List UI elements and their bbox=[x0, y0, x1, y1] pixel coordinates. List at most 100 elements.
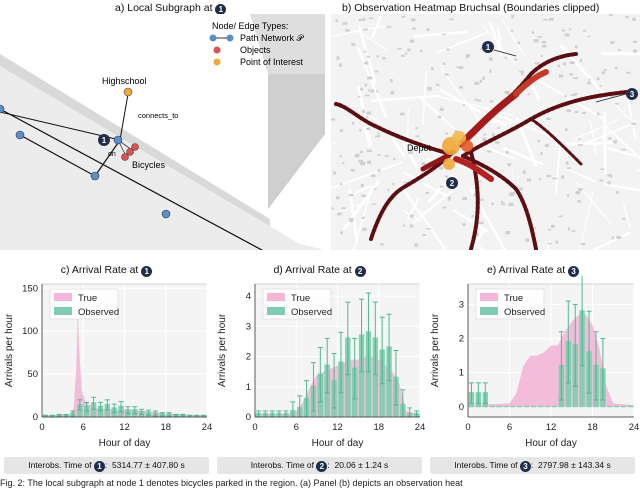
observed-bar bbox=[517, 406, 522, 408]
marker-2-icon: 2 bbox=[316, 461, 327, 472]
legend-true-label: True bbox=[78, 293, 97, 304]
x-tick-label: 24 bbox=[202, 422, 213, 433]
interobs-value: 20.06 ± 1.24 s bbox=[334, 460, 388, 470]
path-node-icon bbox=[114, 136, 122, 144]
marker-3-icon: 3 bbox=[520, 461, 531, 472]
x-tick-label: 12 bbox=[119, 422, 130, 433]
chart-d-title-text: d) Arrival Rate at bbox=[273, 264, 351, 276]
connects-label: connects_to bbox=[138, 111, 178, 120]
x-tick-label: 18 bbox=[373, 422, 384, 433]
arrival-rate-chart-c: 0 6 12 18 24 0 50 100 150 Hour of day Arrivals per… bbox=[0, 276, 213, 454]
x-tick-label: 6 bbox=[294, 422, 299, 433]
highschool-label: Highschool bbox=[102, 76, 147, 86]
panel-b-title-text: b) Observation Heatmap Bruchsal (Boundar… bbox=[342, 2, 599, 14]
y-tick-label: 2 bbox=[459, 334, 464, 345]
observed-bar bbox=[538, 406, 543, 408]
legend-observed-label: Observed bbox=[504, 307, 545, 318]
panel-a-title-text: a) Local Subgraph at bbox=[115, 2, 212, 14]
x-tick-label: 18 bbox=[160, 422, 171, 433]
y-tick-label: 3 bbox=[246, 321, 251, 332]
path-node-icon bbox=[91, 172, 99, 180]
marker-1-icon: 1 bbox=[482, 41, 494, 53]
x-tick-label: 0 bbox=[465, 422, 470, 433]
legend-object-icon bbox=[214, 47, 221, 54]
observed-bar bbox=[552, 406, 557, 408]
x-tick-label: 24 bbox=[629, 422, 640, 433]
legend-observed-label: Observed bbox=[291, 307, 332, 318]
depot-label: Depot bbox=[407, 143, 432, 153]
bicycles-label: Bicycles bbox=[132, 160, 166, 170]
interobs-box-3: Interobs. Time of 3: 2797.98 ± 143.34 s bbox=[430, 457, 635, 474]
marker-3-icon: 3 bbox=[626, 88, 638, 100]
interobs-box-2: Interobs. Time of 2: 20.06 ± 1.24 s bbox=[217, 457, 422, 474]
path-node-icon bbox=[162, 210, 170, 218]
y-tick-label: 50 bbox=[27, 369, 38, 380]
y-tick-label: 3 bbox=[459, 299, 464, 310]
observed-bar bbox=[524, 406, 529, 408]
interobs-box-1: Interobs. Time of 1: 5314.77 ± 407.80 s bbox=[4, 457, 209, 474]
x-axis-label: Hour of day bbox=[99, 438, 151, 449]
x-tick-label: 12 bbox=[546, 422, 557, 433]
y-axis-label: Arrivals per hour bbox=[430, 313, 441, 387]
y-tick-label: 0 bbox=[246, 412, 251, 423]
chart-e-title-text: e) Arrival Rate at bbox=[487, 264, 565, 276]
y-tick-label: 4 bbox=[246, 291, 251, 302]
node-marker-label: 1 bbox=[102, 136, 107, 145]
observed-bar bbox=[614, 406, 619, 408]
observed-bar bbox=[496, 406, 501, 408]
y-tick-label: 1 bbox=[459, 368, 464, 379]
legend-observed-swatch bbox=[267, 307, 285, 315]
x-tick-label: 24 bbox=[415, 422, 426, 433]
legend-observed-swatch bbox=[54, 307, 72, 315]
legend-item-label: Path Network 𝒫 bbox=[240, 33, 305, 43]
interobs-label: Interobs. Time of bbox=[251, 460, 314, 470]
y-axis-label: Arrivals per hour bbox=[217, 313, 228, 387]
x-tick-label: 6 bbox=[81, 422, 86, 433]
legend-path-icon bbox=[227, 35, 234, 42]
x-tick-label: 0 bbox=[39, 422, 44, 433]
observed-bar bbox=[503, 406, 508, 408]
marker-2-icon: 2 bbox=[446, 177, 458, 189]
chart-c-title-text: c) Arrival Rate at bbox=[61, 264, 139, 276]
observed-bar bbox=[607, 406, 612, 408]
observed-bar bbox=[545, 406, 550, 408]
legend-item-label: Objects bbox=[240, 45, 271, 55]
panel-b-title: b) Observation Heatmap Bruchsal (Boundar… bbox=[342, 2, 599, 14]
y-tick-label: 0 bbox=[459, 402, 464, 413]
x-tick-label: 0 bbox=[252, 422, 257, 433]
interobs-value: 2797.98 ± 143.34 s bbox=[538, 460, 611, 470]
object-node-icon bbox=[132, 144, 139, 151]
legend-item-label: Point of Interest bbox=[240, 57, 304, 67]
y-axis-label: Arrivals per hour bbox=[4, 313, 15, 387]
legend-true-swatch bbox=[54, 293, 72, 301]
interobs-label: Interobs. Time of bbox=[454, 460, 517, 470]
marker-2-label: 2 bbox=[450, 179, 455, 188]
observed-bar bbox=[628, 406, 633, 408]
marker-3-label: 3 bbox=[630, 90, 635, 99]
legend-observed-swatch bbox=[480, 307, 498, 315]
x-axis-label: Hour of day bbox=[312, 438, 364, 449]
legend-true-label: True bbox=[291, 293, 310, 304]
heatmap-map: Depot 1 2 3 bbox=[331, 14, 640, 250]
x-axis-label: Hour of day bbox=[525, 438, 577, 449]
y-tick-label: 100 bbox=[22, 326, 38, 337]
y-tick-label: 150 bbox=[22, 283, 38, 294]
on-label: on bbox=[108, 151, 116, 158]
legend-title: Node/ Edge Types: bbox=[212, 21, 288, 31]
legend-path-icon bbox=[210, 35, 217, 42]
marker-1-icon: 1 bbox=[94, 461, 105, 472]
x-tick-label: 12 bbox=[332, 422, 343, 433]
y-tick-label: 0 bbox=[33, 412, 38, 423]
legend-true-swatch bbox=[267, 293, 285, 301]
interobs-value: 5314.77 ± 407.80 s bbox=[112, 460, 185, 470]
observed-bar bbox=[510, 406, 515, 408]
legend-true-label: True bbox=[504, 293, 523, 304]
legend-observed-label: Observed bbox=[78, 307, 119, 318]
y-tick-label: 1 bbox=[246, 382, 251, 393]
local-subgraph: Highschool connects_to on Bicycles 1 Nod… bbox=[0, 14, 325, 250]
observed-bar bbox=[531, 406, 536, 408]
x-tick-label: 18 bbox=[587, 422, 598, 433]
legend-poi-icon bbox=[214, 59, 221, 66]
interobs-label: Interobs. Time of bbox=[28, 460, 91, 470]
